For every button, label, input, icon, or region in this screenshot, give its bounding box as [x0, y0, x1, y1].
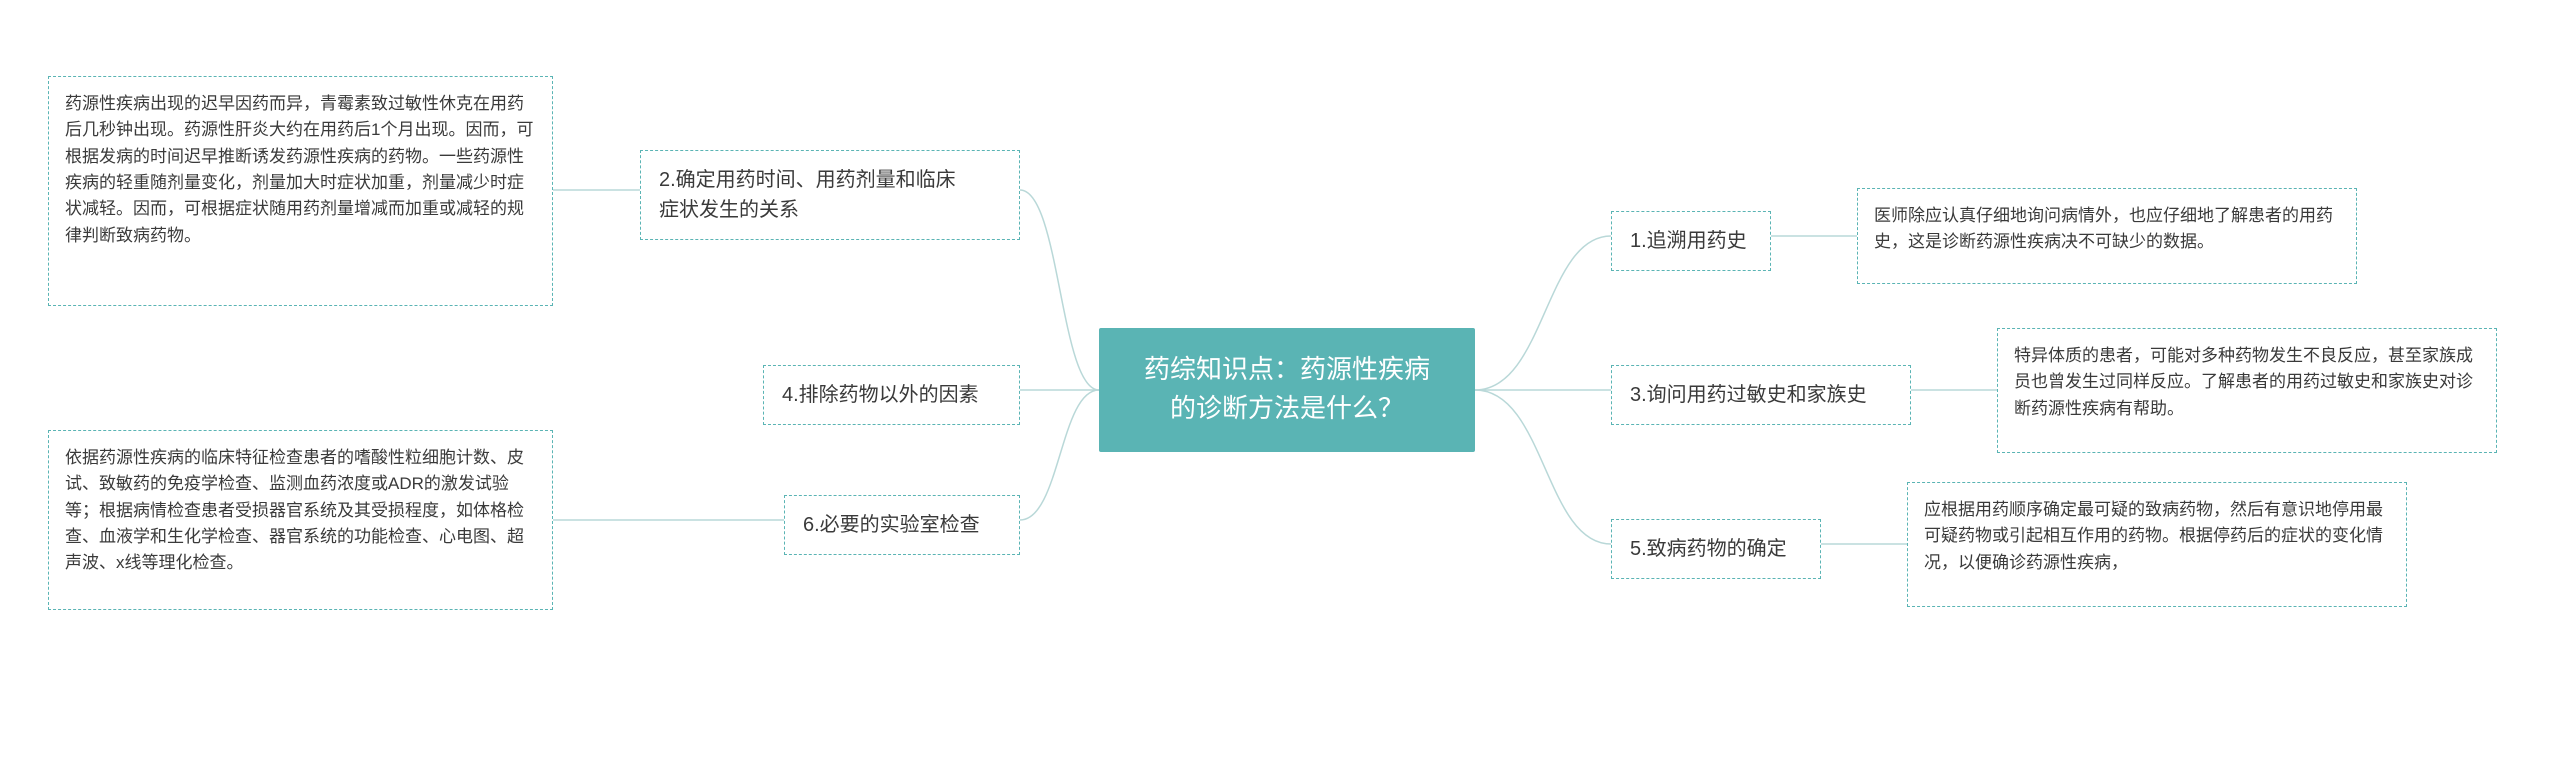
branch-r1: 1.追溯用药史	[1611, 211, 1771, 271]
branch-r1-label: 1.追溯用药史	[1630, 230, 1747, 252]
detail-r5: 应根据用药顺序确定最可疑的致病药物，然后有意识地停用最可疑药物或引起相互作用的药…	[1907, 482, 2407, 607]
detail-l2: 药源性疾病出现的迟早因药而异，青霉素致过敏性休克在用药后几秒钟出现。药源性肝炎大…	[48, 76, 553, 306]
branch-r5: 5.致病药物的确定	[1611, 519, 1821, 579]
mindmap-canvas: 药综知识点：药源性疾病 的诊断方法是什么？ 1.追溯用药史 医师除应认真仔细地询…	[0, 0, 2560, 781]
branch-l4-label: 4.排除药物以外的因素	[782, 384, 979, 406]
detail-l6: 依据药源性疾病的临床特征检查患者的嗜酸性粒细胞计数、皮试、致敏药的免疫学检查、监…	[48, 430, 553, 610]
center-line1: 药综知识点：药源性疾病	[1144, 354, 1430, 384]
detail-l2-text: 药源性疾病出现的迟早因药而异，青霉素致过敏性休克在用药后几秒钟出现。药源性肝炎大…	[65, 94, 533, 245]
center-line2: 的诊断方法是什么？	[1170, 393, 1404, 423]
detail-r1: 医师除应认真仔细地询问病情外，也应仔细地了解患者的用药史，这是诊断药源性疾病决不…	[1857, 188, 2357, 284]
detail-r3: 特异体质的患者，可能对多种药物发生不良反应，甚至家族成员也曾发生过同样反应。了解…	[1997, 328, 2497, 453]
branch-r3: 3.询问用药过敏史和家族史	[1611, 365, 1911, 425]
branch-r5-label: 5.致病药物的确定	[1630, 538, 1787, 560]
branch-r3-label: 3.询问用药过敏史和家族史	[1630, 384, 1867, 406]
detail-r3-text: 特异体质的患者，可能对多种药物发生不良反应，甚至家族成员也曾发生过同样反应。了解…	[2014, 346, 2473, 418]
branch-l6: 6.必要的实验室检查	[784, 495, 1020, 555]
branch-l6-label: 6.必要的实验室检查	[803, 514, 980, 536]
branch-l2-line1: 2.确定用药时间、用药剂量和临床	[659, 169, 956, 191]
detail-r1-text: 医师除应认真仔细地询问病情外，也应仔细地了解患者的用药史，这是诊断药源性疾病决不…	[1874, 206, 2333, 251]
branch-l4: 4.排除药物以外的因素	[763, 365, 1020, 425]
detail-r5-text: 应根据用药顺序确定最可疑的致病药物，然后有意识地停用最可疑药物或引起相互作用的药…	[1924, 500, 2383, 572]
branch-l2-line2: 症状发生的关系	[659, 199, 799, 221]
center-node: 药综知识点：药源性疾病 的诊断方法是什么？	[1099, 328, 1475, 452]
branch-l2: 2.确定用药时间、用药剂量和临床 症状发生的关系	[640, 150, 1020, 240]
detail-l6-text: 依据药源性疾病的临床特征检查患者的嗜酸性粒细胞计数、皮试、致敏药的免疫学检查、监…	[65, 448, 524, 572]
